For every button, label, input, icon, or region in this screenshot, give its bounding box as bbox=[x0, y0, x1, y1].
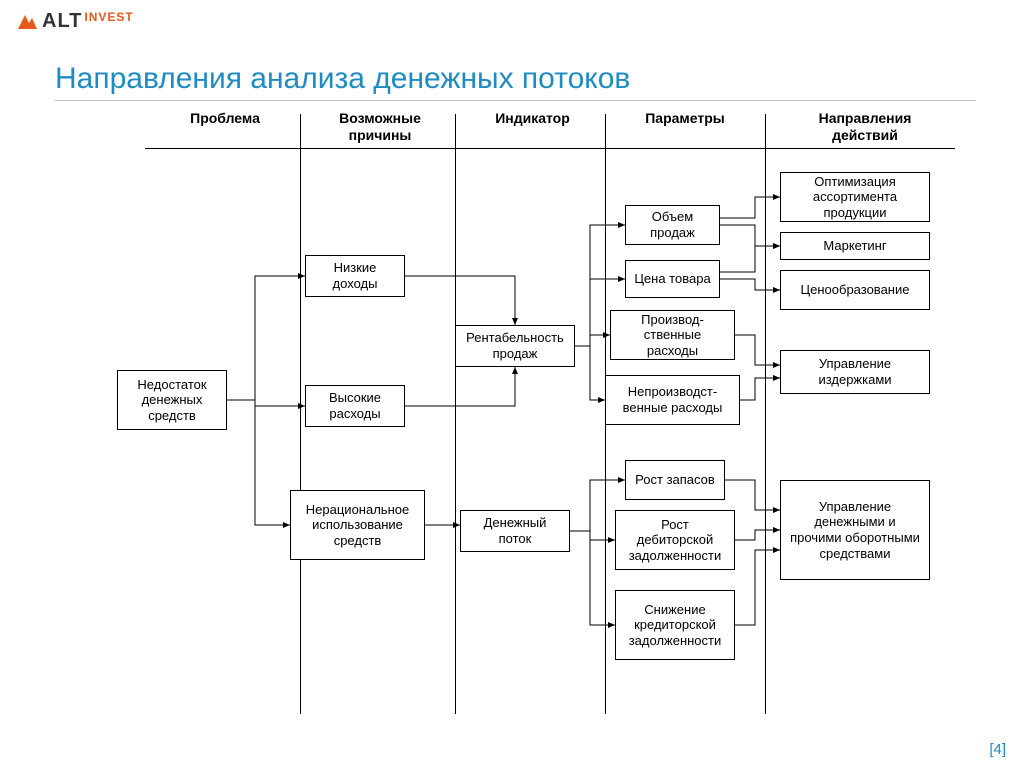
node-cause3: Нерацио­наль­ное исполь­зование средств bbox=[290, 490, 425, 560]
node-ind2: Денежный поток bbox=[460, 510, 570, 552]
node-a3: Ценообра­зование bbox=[780, 270, 930, 310]
node-ind1: Рентабель­ность продаж bbox=[455, 325, 575, 367]
column-header: Возможныепричины bbox=[305, 110, 455, 144]
column-header: Индикатор bbox=[460, 110, 605, 127]
header-rule bbox=[145, 148, 955, 149]
node-a1: Оптимизация ассортимента продукции bbox=[780, 172, 930, 222]
node-cause1: Низкие доходы bbox=[305, 255, 405, 297]
node-problem: Недостаток денежных средств bbox=[117, 370, 227, 430]
node-a4: Управление издержками bbox=[780, 350, 930, 394]
column-header: Направлениядействий bbox=[775, 110, 955, 144]
node-p6: Рост дебиторской задолжен­ности bbox=[615, 510, 735, 570]
brand-invest: INVEST bbox=[84, 10, 133, 24]
node-p5: Рост запасов bbox=[625, 460, 725, 500]
title-rule bbox=[55, 100, 976, 101]
column-separator bbox=[300, 114, 301, 714]
column-separator bbox=[455, 114, 456, 714]
node-a2: Маркетинг bbox=[780, 232, 930, 260]
column-header: Проблема bbox=[150, 110, 300, 127]
node-p2: Цена товара bbox=[625, 260, 720, 298]
column-header: Параметры bbox=[610, 110, 760, 127]
node-p1: Объем продаж bbox=[625, 205, 720, 245]
page-title: Направления анализа денежных потоков bbox=[55, 62, 630, 96]
node-p7: Снижение кредиторской задолжен­ности bbox=[615, 590, 735, 660]
brand-alt: ALT bbox=[42, 10, 82, 32]
diagram-stage: Проблема Возможныепричины Индикатор Парамет… bbox=[55, 110, 975, 725]
page-number: [4] bbox=[989, 741, 1006, 758]
node-p3: Производ­ственные расходы bbox=[610, 310, 735, 360]
node-a5: Управление денежными и прочими оборотным… bbox=[780, 480, 930, 580]
logo-mark-icon bbox=[16, 13, 38, 31]
brand-logo: ALTINVEST bbox=[16, 10, 134, 33]
node-cause2: Высокие расходы bbox=[305, 385, 405, 427]
node-p4: Непроизводст­венные расходы bbox=[605, 375, 740, 425]
column-separator bbox=[765, 114, 766, 714]
